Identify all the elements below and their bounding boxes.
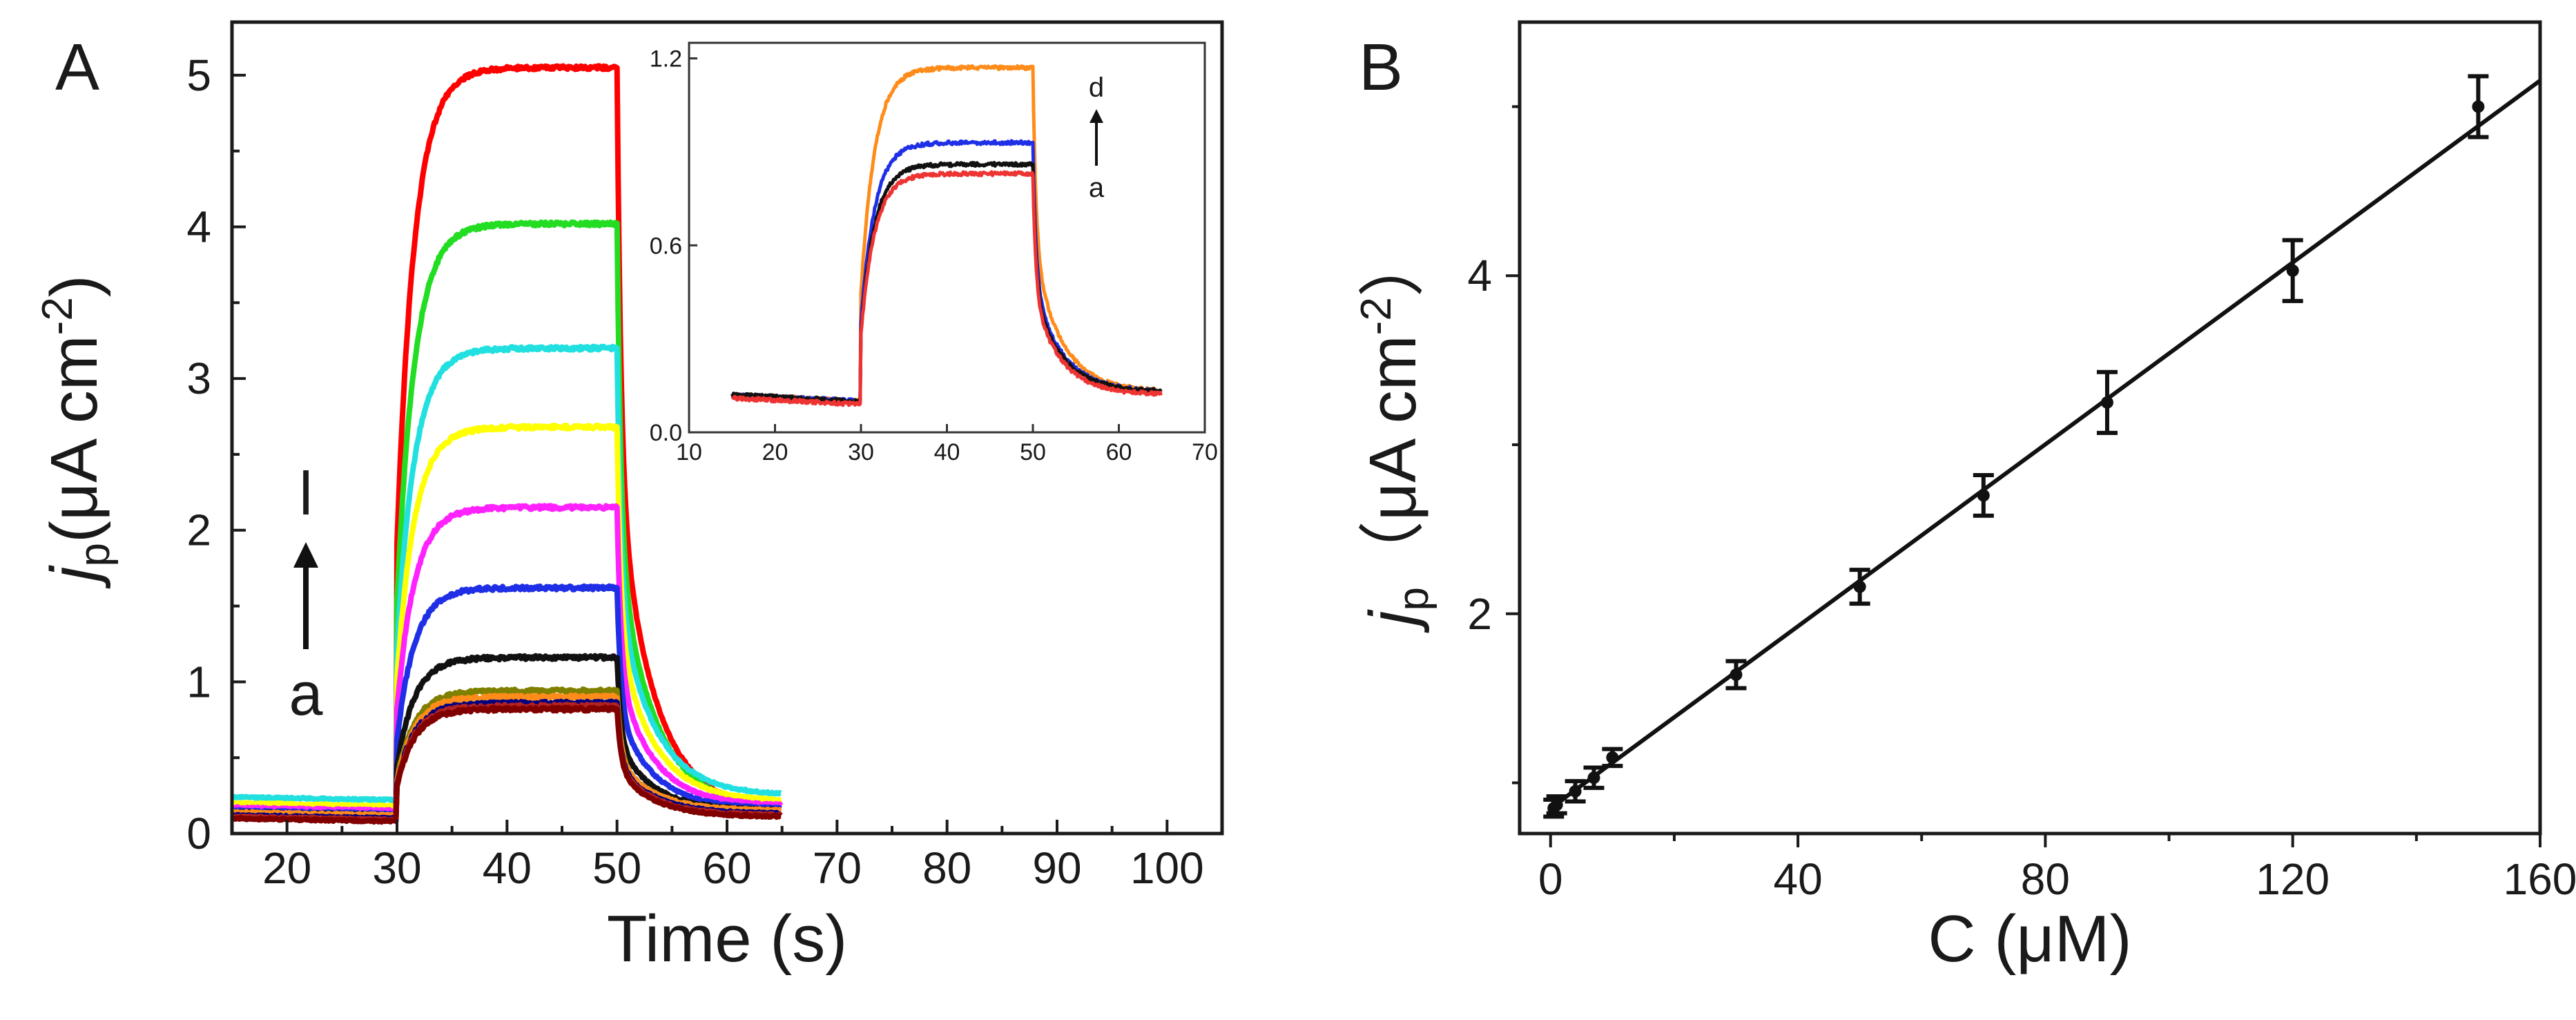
panel-a-y-axis-title: jp(μA cm-2) [34, 275, 119, 589]
panel-b-frame [1518, 20, 2542, 836]
b-y-title-close: ） [1356, 231, 1430, 297]
x-tick-label: 30 [372, 843, 421, 893]
y-tick-label: 5 [186, 50, 211, 100]
b-y-title-unit: （μA cm [1356, 335, 1430, 587]
inset-y-tick-label: 0.0 [650, 420, 682, 446]
data-point-group [1973, 473, 1994, 518]
data-point-group [1602, 747, 1623, 769]
inset-x-tick-label: 40 [934, 439, 960, 465]
b-y-title-exp: -2 [1353, 297, 1400, 335]
series-j-line [230, 343, 783, 804]
inset-annotation-top-label: d [1089, 73, 1104, 103]
inset-arrow-annotation: d a [1089, 73, 1105, 203]
y-tick-label: 3 [186, 354, 211, 403]
series-i-line [230, 422, 783, 810]
inset-x-tick-label: 60 [1106, 439, 1132, 465]
inset-curves [730, 64, 1163, 407]
y-title-j: j [37, 565, 111, 589]
data-point [1853, 580, 1866, 593]
data-point-group [2468, 74, 2489, 139]
y-title-exp: -2 [34, 297, 81, 335]
panel-a-inset: 10 20 30 40 50 60 70 0.0 0.6 1.2 d a [650, 35, 1218, 470]
y-title-close: ) [37, 275, 111, 297]
b-x-tick-label: 0 [1538, 854, 1563, 904]
x-tick-label: 20 [262, 843, 311, 893]
annotation-arrowhead-icon [293, 542, 318, 568]
panel-b-x-axis-title: C (μM) [1928, 902, 2131, 976]
data-point [2472, 100, 2485, 113]
panel-b-ticks: 0 40 80 120 160 2 4 [1467, 105, 2576, 904]
data-point-group [1725, 659, 1747, 691]
x-tick-label: 40 [483, 843, 532, 893]
inset-x-tick-label: 70 [1192, 439, 1218, 465]
b-y-title-p: p [1390, 587, 1437, 610]
data-point [1977, 489, 1990, 502]
x-tick-label: 70 [813, 843, 862, 893]
x-tick-label: 100 [1130, 843, 1204, 893]
panel-a-letter: A [55, 30, 99, 104]
y-tick-label: 4 [186, 202, 211, 251]
y-title-p: p [71, 543, 119, 566]
linear-fit-line [1549, 79, 2541, 810]
data-point-group [2282, 238, 2303, 303]
b-y-tick-label: 4 [1467, 251, 1492, 300]
y-title-unit: (μA cm [37, 335, 111, 543]
inset-annotation-arrowhead-icon [1090, 109, 1103, 123]
data-point [2286, 264, 2299, 277]
data-point-group [2096, 369, 2118, 435]
panel-a-x-axis-title: Time (s) [607, 902, 847, 976]
panel-b-points [1543, 74, 2489, 819]
panel-b-y-axis-title: jp（μA cm-2） [1353, 231, 1437, 633]
b-x-tick-label: 160 [2504, 854, 2576, 904]
b-x-tick-label: 40 [1773, 854, 1822, 904]
data-point-group [1583, 765, 1605, 790]
inset-y-tick-label: 0.6 [650, 233, 682, 259]
data-point [1550, 798, 1563, 811]
x-tick-label: 80 [922, 843, 971, 893]
inset-series-a-line [730, 170, 1163, 407]
inset-y-tick-label: 1.2 [650, 46, 682, 73]
series-arrow-annotation: l a [289, 459, 323, 728]
inset-x-tick-label: 20 [762, 439, 788, 465]
inset-background [661, 35, 1212, 470]
data-point [1730, 668, 1743, 681]
x-tick-label: 50 [592, 843, 641, 893]
inset-x-tick-label: 10 [676, 439, 702, 465]
panel-b-fit-line [1549, 79, 2541, 810]
data-point [1606, 751, 1619, 764]
data-point-group [1849, 568, 1870, 606]
y-tick-label: 1 [186, 657, 211, 706]
inset-x-tick-label: 30 [848, 439, 874, 465]
panel-a-curves [229, 63, 784, 825]
data-point-group [1546, 794, 1567, 816]
inset-annotation-bottom-label: a [1089, 173, 1105, 203]
data-point [1569, 785, 1582, 798]
inset-x-tick-label: 50 [1020, 439, 1046, 465]
b-y-tick-label: 2 [1467, 589, 1492, 639]
annotation-top-label: l [299, 459, 313, 528]
data-point-group [1565, 779, 1586, 804]
b-y-title-j: j [1356, 609, 1430, 633]
y-tick-label: 0 [186, 809, 211, 858]
panel-a-ticks: 20 30 40 50 60 70 80 90 100 0 1 2 3 4 5 [186, 50, 1223, 893]
data-point [1587, 771, 1600, 785]
x-tick-label: 90 [1032, 843, 1081, 893]
b-x-tick-label: 80 [2021, 854, 2070, 904]
panel-b: B 0 40 80 120 160 2 4 C (μM) jp（μA cm-2） [1353, 20, 2576, 976]
panel-b-letter: B [1359, 30, 1403, 104]
x-tick-label: 60 [702, 843, 751, 893]
b-x-tick-label: 120 [2256, 854, 2330, 904]
series-a-line [230, 704, 783, 825]
y-tick-label: 2 [186, 506, 211, 555]
annotation-bottom-label: a [289, 660, 323, 728]
panel-a: A 20 30 40 50 60 70 80 90 100 0 1 2 3 4 5 Time (s) jp(… [34, 20, 1224, 976]
data-point [2100, 396, 2113, 409]
inset-ticks: 10 20 30 40 50 60 70 0.0 0.6 1.2 [650, 46, 1218, 465]
